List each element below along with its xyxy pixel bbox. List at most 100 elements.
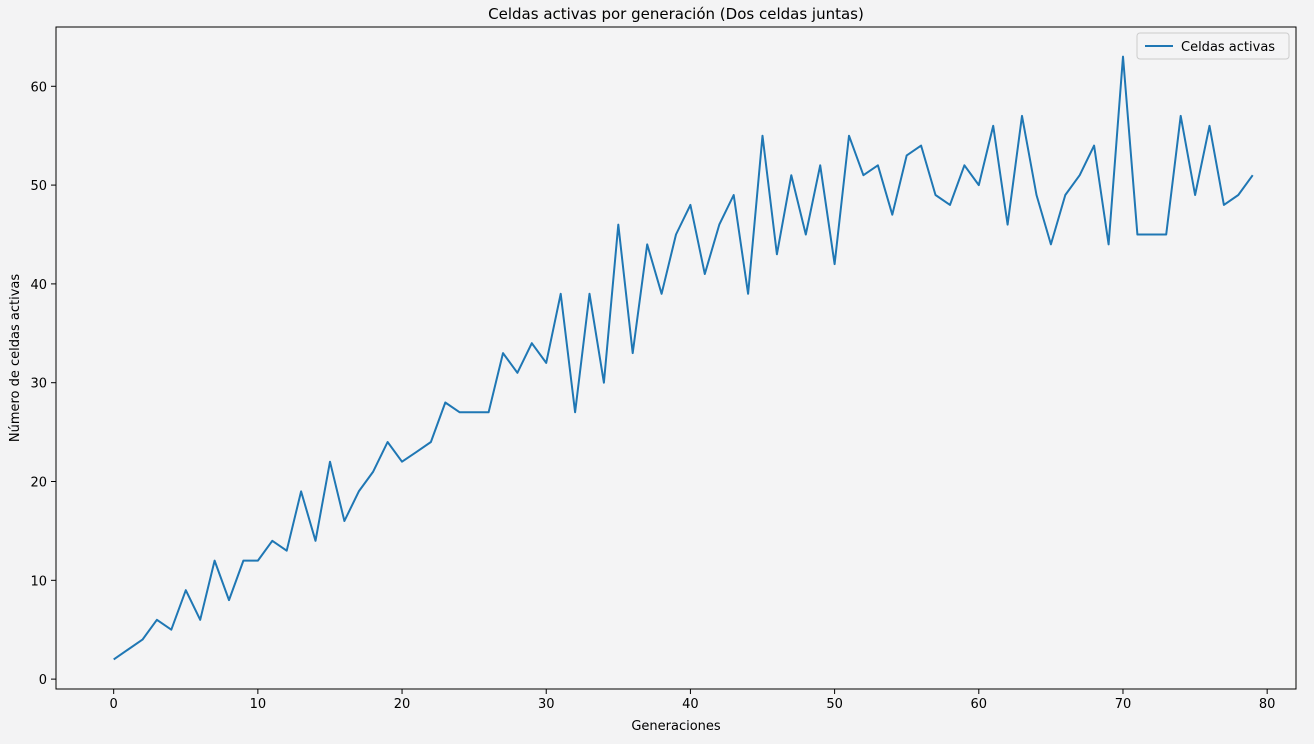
data-point: [488, 411, 490, 413]
data-point: [992, 125, 994, 127]
data-point: [444, 402, 446, 404]
data-point: [329, 461, 331, 463]
x-tick-label: 80: [1259, 697, 1276, 712]
data-point: [790, 174, 792, 176]
data-point: [343, 520, 345, 522]
data-point: [401, 461, 403, 463]
data-point: [1093, 145, 1095, 147]
data-point: [1237, 194, 1239, 196]
data-point: [214, 560, 216, 562]
data-point: [1036, 194, 1038, 196]
data-point: [286, 550, 288, 552]
data-point: [963, 164, 965, 166]
data-point: [877, 164, 879, 166]
data-point: [199, 619, 201, 621]
data-point: [617, 224, 619, 226]
y-tick-label: 40: [30, 278, 47, 293]
data-point: [1180, 115, 1182, 117]
data-point: [632, 352, 634, 354]
data-point: [242, 560, 244, 562]
y-axis-label: Número de celdas activas: [8, 274, 23, 443]
legend-label: Celdas activas: [1181, 40, 1275, 55]
data-point: [127, 649, 129, 651]
data-point: [502, 352, 504, 354]
data-point: [1136, 234, 1138, 236]
data-point: [978, 184, 980, 186]
x-tick-label: 70: [1115, 697, 1132, 712]
x-tick-label: 60: [971, 697, 988, 712]
data-point: [459, 411, 461, 413]
chart-title: Celdas activas por generación (Dos celda…: [488, 5, 864, 23]
data-point: [1122, 56, 1124, 58]
data-point: [718, 224, 720, 226]
data-point: [935, 194, 937, 196]
data-point: [1021, 115, 1023, 117]
data-point: [1007, 224, 1009, 226]
data-point: [776, 253, 778, 255]
data-point: [689, 204, 691, 206]
data-point: [516, 372, 518, 374]
series-line-celdas-activas: [113, 55, 1254, 661]
data-point: [834, 263, 836, 265]
data-point: [387, 441, 389, 443]
data-point: [862, 174, 864, 176]
data-point: [661, 293, 663, 295]
data-point: [531, 342, 533, 344]
data-point: [646, 243, 648, 245]
data-point: [257, 560, 259, 562]
data-point: [300, 490, 302, 492]
y-tick-label: 30: [30, 377, 47, 392]
data-point: [228, 599, 230, 601]
y-tick-label: 50: [30, 179, 47, 194]
plot-area: [55, 26, 1297, 690]
data-point: [185, 589, 187, 591]
data-point: [747, 293, 749, 295]
data-point: [156, 619, 158, 621]
data-point: [805, 234, 807, 236]
data-point: [819, 164, 821, 166]
data-point: [891, 214, 893, 216]
data-point: [372, 471, 374, 473]
data-point: [315, 540, 317, 542]
legend: Celdas activas: [1136, 32, 1290, 60]
data-point: [733, 194, 735, 196]
data-point: [271, 540, 273, 542]
x-tick-label: 40: [682, 697, 699, 712]
data-point: [1079, 174, 1081, 176]
data-point: [1252, 174, 1254, 176]
data-point: [545, 362, 547, 364]
data-point: [1223, 204, 1225, 206]
data-point: [906, 154, 908, 156]
data-point: [560, 293, 562, 295]
data-point: [1209, 125, 1211, 127]
data-point: [473, 411, 475, 413]
data-point: [574, 411, 576, 413]
data-point: [170, 629, 172, 631]
legend-box: [1136, 32, 1290, 60]
data-point: [142, 639, 144, 641]
data-point: [949, 204, 951, 206]
x-tick-label: 10: [250, 697, 267, 712]
x-axis-ticks: 0 10 20 30 40 50 60 70 80: [110, 689, 1276, 712]
data-point: [1064, 194, 1066, 196]
data-point: [1151, 234, 1153, 236]
x-tick-label: 0: [110, 697, 118, 712]
data-point: [416, 451, 418, 453]
data-point: [762, 135, 764, 137]
data-point: [430, 441, 432, 443]
y-tick-label: 0: [39, 673, 47, 688]
series-layer: [113, 55, 1254, 661]
x-tick-label: 20: [394, 697, 411, 712]
x-tick-label: 30: [538, 697, 555, 712]
y-tick-label: 10: [30, 574, 47, 589]
data-point: [848, 135, 850, 137]
x-tick-label: 50: [826, 697, 843, 712]
x-axis-label: Generaciones: [631, 719, 721, 734]
data-point: [675, 234, 677, 236]
data-point: [358, 490, 360, 492]
y-tick-label: 60: [30, 80, 47, 95]
data-point: [1194, 194, 1196, 196]
data-point: [603, 382, 605, 384]
